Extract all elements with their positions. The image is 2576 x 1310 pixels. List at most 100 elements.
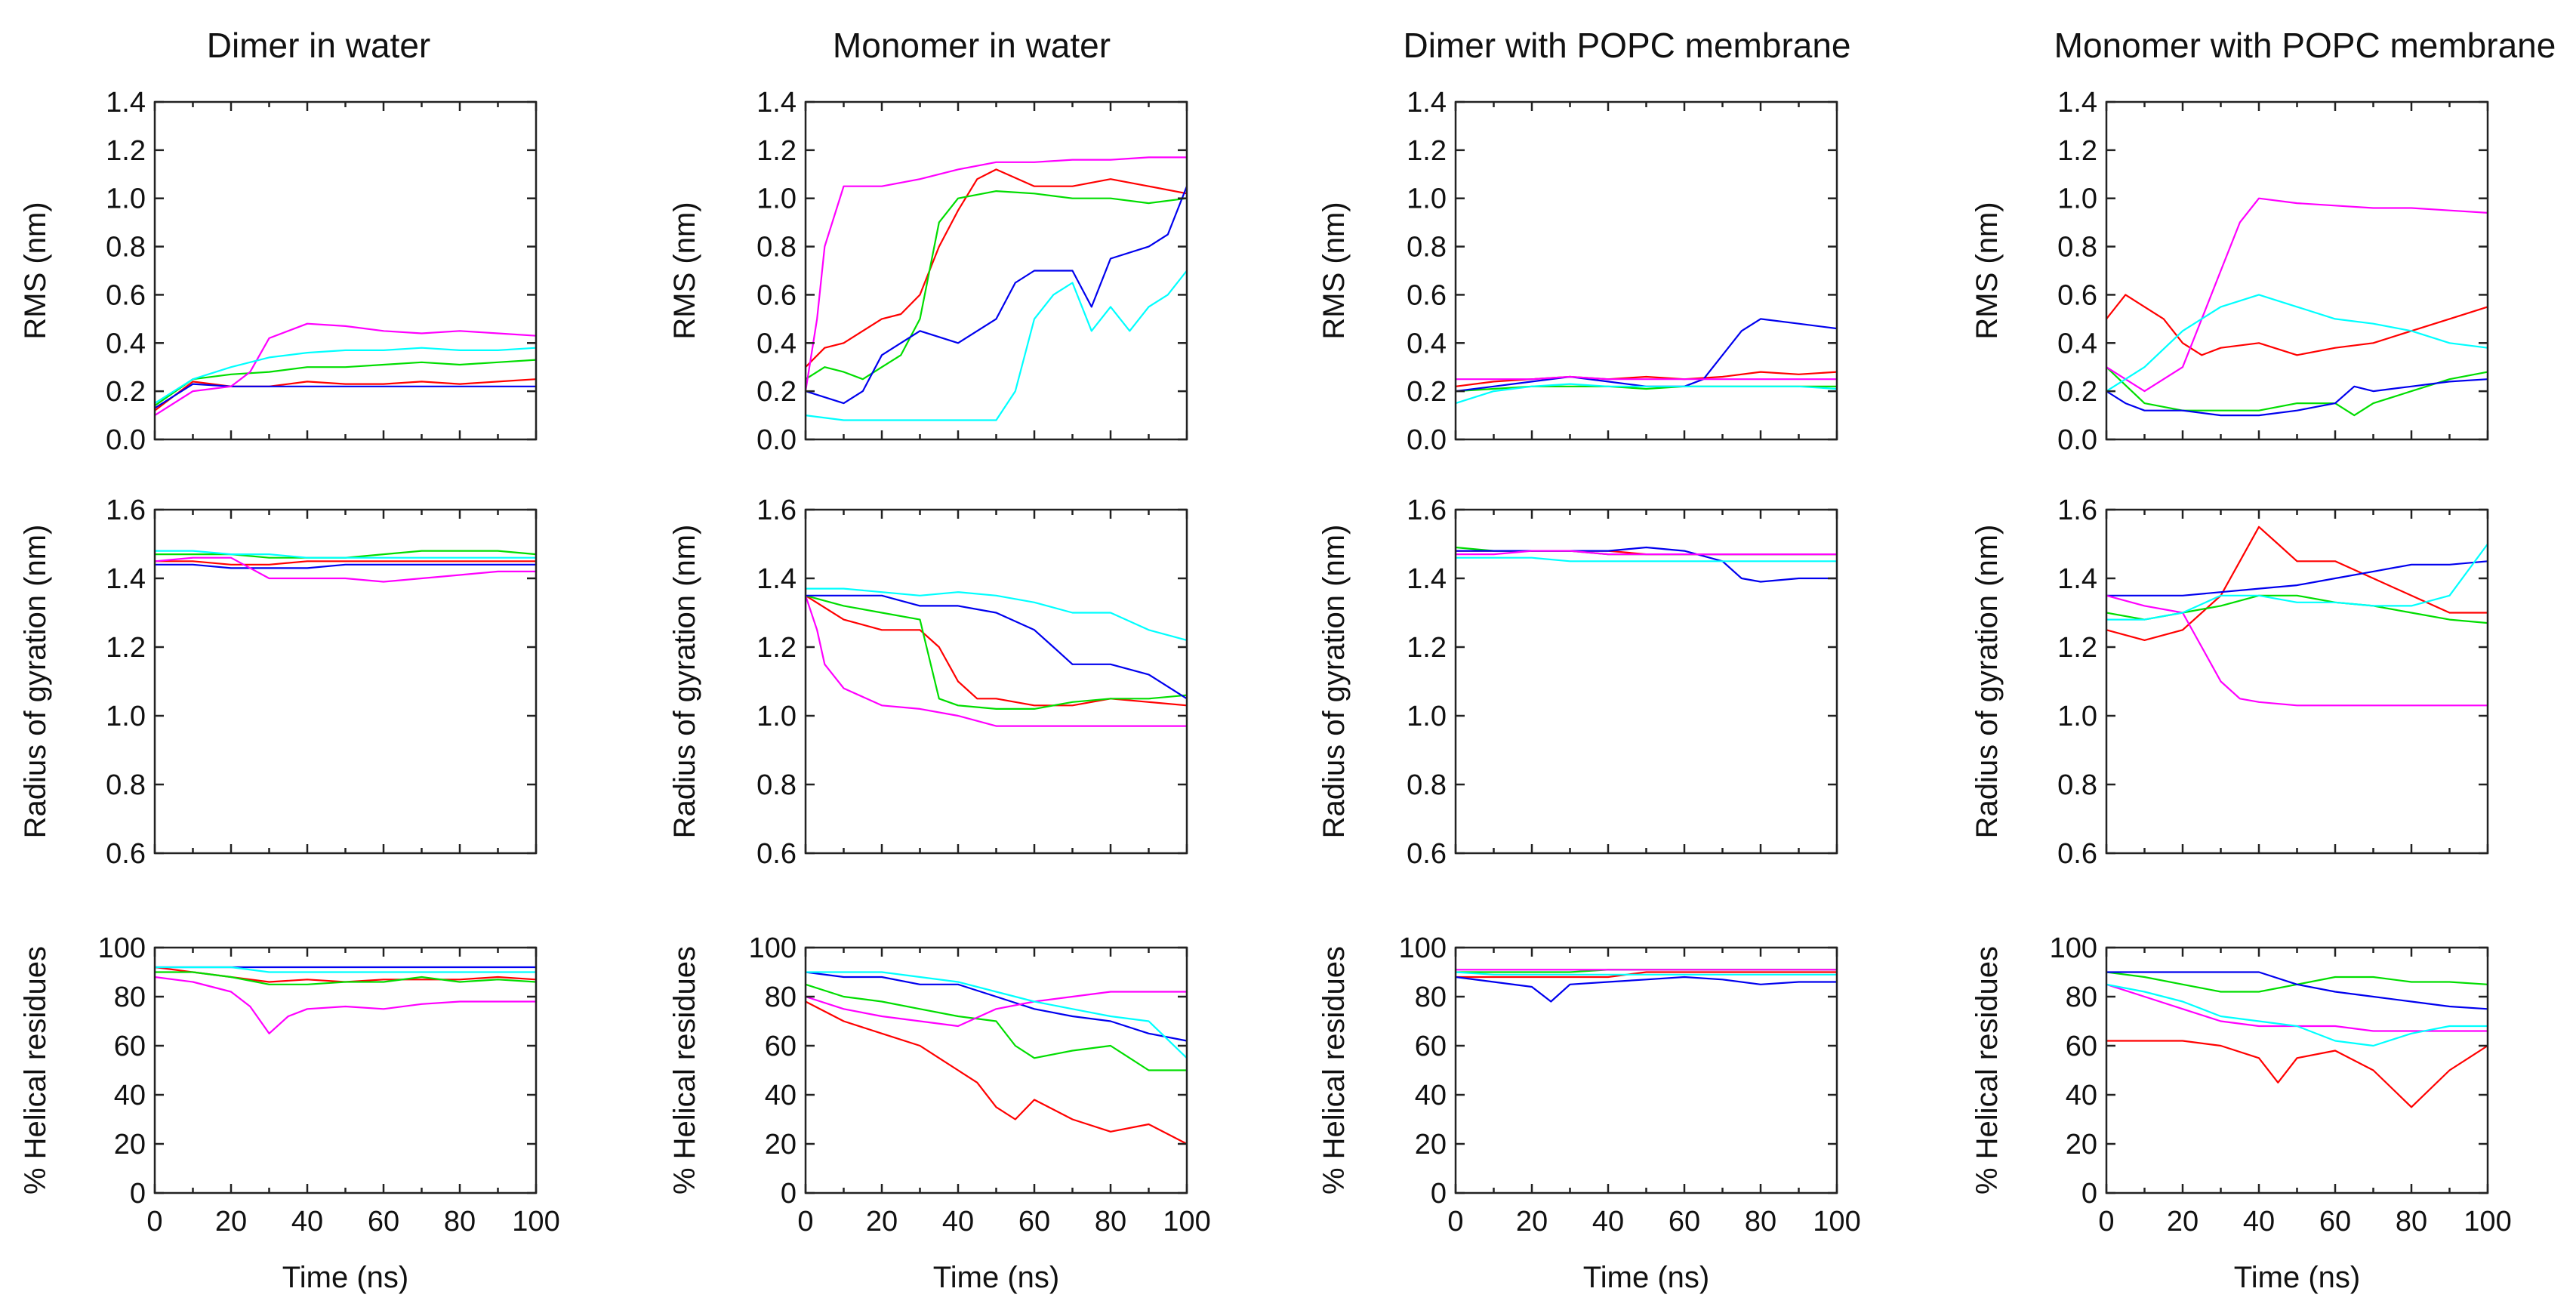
- panel-1-0: 0.0 0.2 0.4 0.6 0.8 1.0 1.2 1.4 RMS (nm): [668, 87, 1188, 456]
- series-line-1: [2106, 971, 2488, 993]
- plot-frame: [804, 508, 1188, 855]
- y-tick-label: 40: [1415, 1080, 1447, 1111]
- x-tick-label: 0: [2098, 1206, 2114, 1238]
- panel-0-0: 0.0 0.2 0.4 0.6 0.8 1.0 1.2 1.4 RMS (nm): [19, 87, 538, 456]
- y-tick-label: 0.8: [756, 769, 797, 801]
- y-tick-label: 1.2: [756, 135, 797, 167]
- series-line-4: [805, 270, 1188, 421]
- series-line-2: [155, 563, 536, 569]
- panel-0-2: 0 20 40 60 80 100 0 20 40 60 80 100 Time (ns) % Helic…: [19, 932, 560, 1294]
- y-tick-label: 0.2: [1407, 376, 1447, 408]
- plot-frame: [153, 946, 538, 1194]
- y-axis-label: Radius of gyration (nm): [668, 525, 701, 839]
- x-tick-label: 40: [291, 1206, 323, 1238]
- y-tick-label: 1.6: [106, 495, 146, 526]
- series-line-0: [805, 1000, 1188, 1145]
- y-tick-label: 60: [114, 1031, 146, 1062]
- y-axis-label: % Helical residues: [668, 946, 701, 1194]
- series-line-3: [804, 595, 1187, 727]
- y-tick-label: 1.2: [106, 135, 146, 167]
- y-tick-label: 1.0: [756, 183, 797, 215]
- y-tick-label: 1.4: [106, 563, 146, 595]
- y-tick-label: 60: [2066, 1031, 2097, 1062]
- y-tick-label: 1.2: [1407, 632, 1447, 664]
- y-tick-label: 0.2: [756, 376, 797, 408]
- series-line-0: [2106, 526, 2488, 642]
- series-line-4: [155, 550, 536, 559]
- x-axis-label: Time (ns): [933, 1261, 1059, 1294]
- x-tick-label: 100: [2464, 1206, 2511, 1238]
- y-tick-label: 1.0: [1407, 701, 1447, 732]
- y-tick-label: 0.6: [2057, 838, 2097, 870]
- y-tick-label: 0.8: [2057, 232, 2097, 264]
- y-tick-label: 0.6: [2057, 279, 2097, 311]
- y-tick-label: 0.8: [2057, 769, 2097, 801]
- y-tick-label: 0.4: [2057, 328, 2097, 359]
- x-tick-label: 20: [866, 1206, 898, 1238]
- y-tick-label: 1.0: [1407, 183, 1447, 215]
- y-tick-label: 1.0: [2057, 701, 2097, 732]
- series-line-1: [2106, 366, 2488, 417]
- y-tick-label: 0: [1431, 1178, 1447, 1210]
- y-tick-label: 1.4: [756, 87, 797, 119]
- series-line-0: [2106, 294, 2488, 356]
- x-tick-label: 100: [1163, 1206, 1210, 1238]
- y-axis-label: % Helical residues: [1971, 946, 2004, 1194]
- y-tick-label: 80: [765, 982, 797, 1013]
- y-tick-label: 60: [765, 1031, 797, 1062]
- y-tick-label: 0.0: [1407, 424, 1447, 456]
- x-tick-label: 40: [942, 1206, 974, 1238]
- series-line-2: [154, 383, 536, 409]
- y-axis-label: RMS (nm): [1317, 202, 1351, 339]
- plot-frame: [2105, 100, 2489, 441]
- series-line-2: [805, 971, 1188, 1042]
- series-line-1: [155, 971, 537, 985]
- series-line-2: [2106, 378, 2488, 417]
- y-tick-label: 0.4: [756, 328, 797, 359]
- y-tick-label: 1.2: [2057, 135, 2097, 167]
- y-tick-label: 100: [98, 932, 146, 964]
- series-line-0: [1456, 971, 1837, 979]
- y-tick-label: 0.4: [1407, 328, 1447, 359]
- x-tick-label: 20: [2167, 1206, 2199, 1238]
- y-tick-label: 1.2: [106, 632, 146, 664]
- y-tick-label: 0.8: [1407, 769, 1447, 801]
- panel-1-1: 0.6 0.8 1.0 1.2 1.4 1.6 Radius of gyration (nm…: [668, 495, 1188, 870]
- series-line-4: [2106, 543, 2488, 621]
- series-line-3: [2106, 594, 2488, 707]
- panel-1-2: 0 20 40 60 80 100 0 20 40 60 80 100 Time (ns) % Helic…: [668, 932, 1211, 1294]
- y-tick-label: 40: [765, 1080, 797, 1111]
- y-tick-label: 0.8: [106, 769, 146, 801]
- y-axis-label: Radius of gyration (nm): [1317, 525, 1351, 839]
- series-line-2: [1455, 976, 1837, 1003]
- x-tick-label: 100: [1813, 1206, 1860, 1238]
- y-axis-label: RMS (nm): [1971, 202, 2004, 339]
- y-axis-label: RMS (nm): [668, 202, 701, 339]
- y-tick-label: 1.4: [756, 563, 797, 595]
- series-line-4: [2106, 294, 2488, 393]
- series-line-4: [1455, 971, 1837, 976]
- series-line-3: [1456, 375, 1837, 381]
- y-tick-label: 0.6: [756, 838, 797, 870]
- y-tick-label: 1.6: [2057, 495, 2097, 526]
- series-line-3: [805, 991, 1187, 1028]
- series-line-0: [2106, 1040, 2488, 1108]
- y-tick-label: 0: [130, 1178, 146, 1210]
- y-tick-label: 20: [1415, 1129, 1447, 1161]
- y-tick-label: 40: [114, 1080, 146, 1111]
- column-title: Monomer in water: [833, 26, 1111, 65]
- y-tick-label: 0.6: [106, 279, 146, 311]
- y-tick-label: 0.0: [756, 424, 797, 456]
- y-tick-label: 100: [749, 932, 797, 964]
- series-line-2: [2106, 560, 2488, 596]
- y-tick-label: 0.6: [756, 279, 797, 311]
- y-tick-label: 0: [781, 1178, 797, 1210]
- y-tick-label: 20: [2066, 1129, 2097, 1161]
- y-axis-label: Radius of gyration (nm): [19, 525, 52, 839]
- y-tick-label: 80: [1415, 982, 1447, 1013]
- column-title: Dimer with POPC membrane: [1403, 26, 1850, 65]
- series-line-1: [805, 594, 1188, 710]
- series-line-4: [154, 347, 537, 405]
- series-line-3: [804, 156, 1187, 392]
- x-tick-label: 60: [2319, 1206, 2351, 1238]
